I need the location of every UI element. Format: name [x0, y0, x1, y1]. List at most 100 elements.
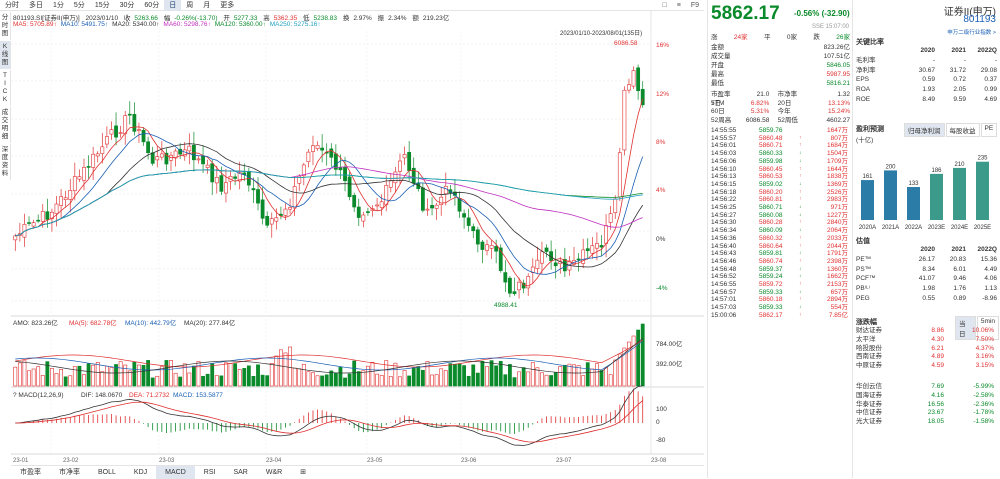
indicator-tab-4[interactable]: MACD: [156, 465, 195, 479]
gainer-row[interactable]: 太平洋 4.30 7.50%: [856, 336, 997, 345]
gainer-row[interactable]: 西南证券 4.89 3.16%: [856, 353, 997, 362]
candle-body: [95, 153, 100, 157]
side-tab-3[interactable]: 成交明细: [0, 107, 11, 143]
candle-body: [311, 145, 315, 152]
period-tab-10[interactable]: 更多: [220, 1, 235, 9]
macd-y-label: 100: [656, 406, 667, 413]
loser-row[interactable]: 华创云信 7.69 -5.99%: [856, 383, 997, 392]
forecast-tab-1[interactable]: 每股收益: [945, 123, 980, 137]
candle-body: [118, 132, 123, 134]
candle-body: [164, 152, 169, 165]
forecast-bar: [907, 187, 920, 220]
x-axis-label: 23-05: [367, 458, 383, 464]
kline-chart[interactable]: 16% 12% 8% 4% 0% -4% 6086.58 4988.41 AMO: 823.26…: [11, 11, 704, 465]
metric-value: -: [994, 56, 997, 64]
tick-volume: 1504万: [827, 150, 848, 158]
info-line-quote: 801193.SI[证券II(申万)] 2023/01/10 收 5263.66 …: [13, 12, 453, 22]
indicator-tab-7[interactable]: W&R: [265, 468, 283, 476]
forecast-value: 235: [977, 156, 988, 162]
movers-tab-0[interactable]: 当日: [955, 316, 976, 340]
indicator-tab-1[interactable]: 市净率: [59, 468, 80, 476]
forecast-label: 2023E: [928, 225, 945, 231]
stock-change: -1.58%: [973, 418, 994, 426]
period-tab-1[interactable]: 多日: [29, 1, 43, 9]
tick-price: 5859.98: [759, 157, 783, 165]
volume-bar: [196, 361, 201, 387]
forecast-label: 2021A: [882, 225, 899, 231]
volume-bar: [141, 364, 146, 387]
period-tab-7[interactable]: 日: [164, 0, 182, 11]
volume-bar: [292, 367, 297, 387]
tick-row: 14:56:57 5859.33 ↓ 657万: [711, 289, 850, 297]
volume-bar: [581, 375, 586, 387]
candle-body: [269, 218, 274, 225]
price-change: -0.56% (-32.90): [794, 9, 850, 18]
loser-row[interactable]: 中信证券 23.67 -1.78%: [856, 409, 997, 418]
toolbar-button-1[interactable]: ≡: [676, 1, 681, 9]
candle-body: [393, 171, 398, 184]
toolbar-button-0[interactable]: □: [662, 1, 667, 9]
period-tab-8[interactable]: 周: [186, 1, 194, 9]
stock-change: 4.37%: [975, 344, 994, 352]
toolbar-button-2[interactable]: F9: [690, 1, 699, 9]
tick-arrow: ↓: [799, 250, 802, 257]
indicator-tab-5[interactable]: RSI: [203, 468, 216, 476]
candle-body: [622, 89, 627, 151]
indicator-tab-0[interactable]: 市盈率: [20, 468, 41, 476]
metric-value: 9.46: [953, 275, 966, 283]
side-tab-char: 明: [1, 125, 9, 132]
loser-row[interactable]: 光大证券 18.05 -1.58%: [856, 418, 997, 427]
movers-tab-1[interactable]: 5min: [976, 316, 999, 340]
indicator-tab-6[interactable]: SAR: [233, 468, 248, 476]
amo-ma-line: [15, 340, 643, 371]
indicator-tab-2[interactable]: BOLL: [98, 468, 116, 476]
gainer-row[interactable]: 财达证券 8.86 10.06%: [856, 327, 997, 336]
period-tab-0[interactable]: 分时: [5, 1, 19, 9]
tick-volume: 1369万: [827, 180, 848, 188]
volume-bar: [544, 374, 549, 387]
period-tab-9[interactable]: 月: [203, 1, 211, 9]
stat-value: 4602.27: [826, 116, 850, 124]
period-tab-4[interactable]: 15分: [94, 1, 110, 9]
tick-row: 14:56:46 5860.74 ↑ 2398万: [711, 258, 850, 266]
indicator-tab-8[interactable]: ⊞: [300, 468, 307, 476]
period-tab-3[interactable]: 5分: [73, 1, 85, 9]
metric-value: -: [963, 56, 966, 64]
tick-row: 14:56:43 5859.81 ↓ 1791万: [711, 250, 850, 258]
volume-bar: [636, 329, 641, 387]
gainer-row[interactable]: 中原证券 4.59 3.15%: [856, 362, 997, 371]
ratio-row: ROE 8.49 9.59 4.69: [856, 95, 997, 105]
tick-volume: 1791万: [827, 250, 848, 258]
gainer-row[interactable]: 哈投股份 6.21 4.37%: [856, 345, 997, 354]
volume-bar: [288, 346, 292, 387]
volume-bar: [329, 370, 334, 387]
forecast-tab-2[interactable]: PE: [980, 123, 998, 137]
side-tab-4[interactable]: 深度资料: [0, 144, 11, 180]
loser-row[interactable]: 华泰证券 16.56 -2.36%: [856, 401, 997, 410]
period-tab-2[interactable]: 1分: [53, 1, 64, 9]
volume-bar: [388, 376, 393, 387]
tick-arrow: ↓: [799, 150, 802, 157]
volume-bar: [123, 364, 128, 387]
tick-arrow: ↓: [799, 180, 802, 187]
period-tab-6[interactable]: 60分: [144, 1, 160, 9]
volume-bar: [512, 377, 517, 387]
candle-body: [471, 226, 476, 232]
tick-price: 5860.20: [759, 188, 783, 196]
tick-volume: 2064万: [827, 227, 848, 235]
industry-link[interactable]: 申万二级行业指数 >: [947, 30, 996, 36]
candle-body: [407, 152, 412, 171]
stock-price: 4.59: [931, 362, 944, 370]
side-tab-0[interactable]: 分时图: [0, 12, 11, 40]
stat-value: 13.13%: [827, 99, 850, 107]
loser-row[interactable]: 国海证券 4.16 -2.58%: [856, 392, 997, 401]
tick-price: 5860.53: [759, 173, 783, 181]
candle-body: [36, 219, 41, 222]
indicator-tab-3[interactable]: KDJ: [133, 468, 148, 476]
forecast-tab-0[interactable]: 归母净利润: [904, 123, 945, 137]
side-tab-char: 成: [1, 109, 9, 116]
period-tab-5[interactable]: 30分: [119, 1, 135, 9]
candle-body: [356, 206, 361, 218]
